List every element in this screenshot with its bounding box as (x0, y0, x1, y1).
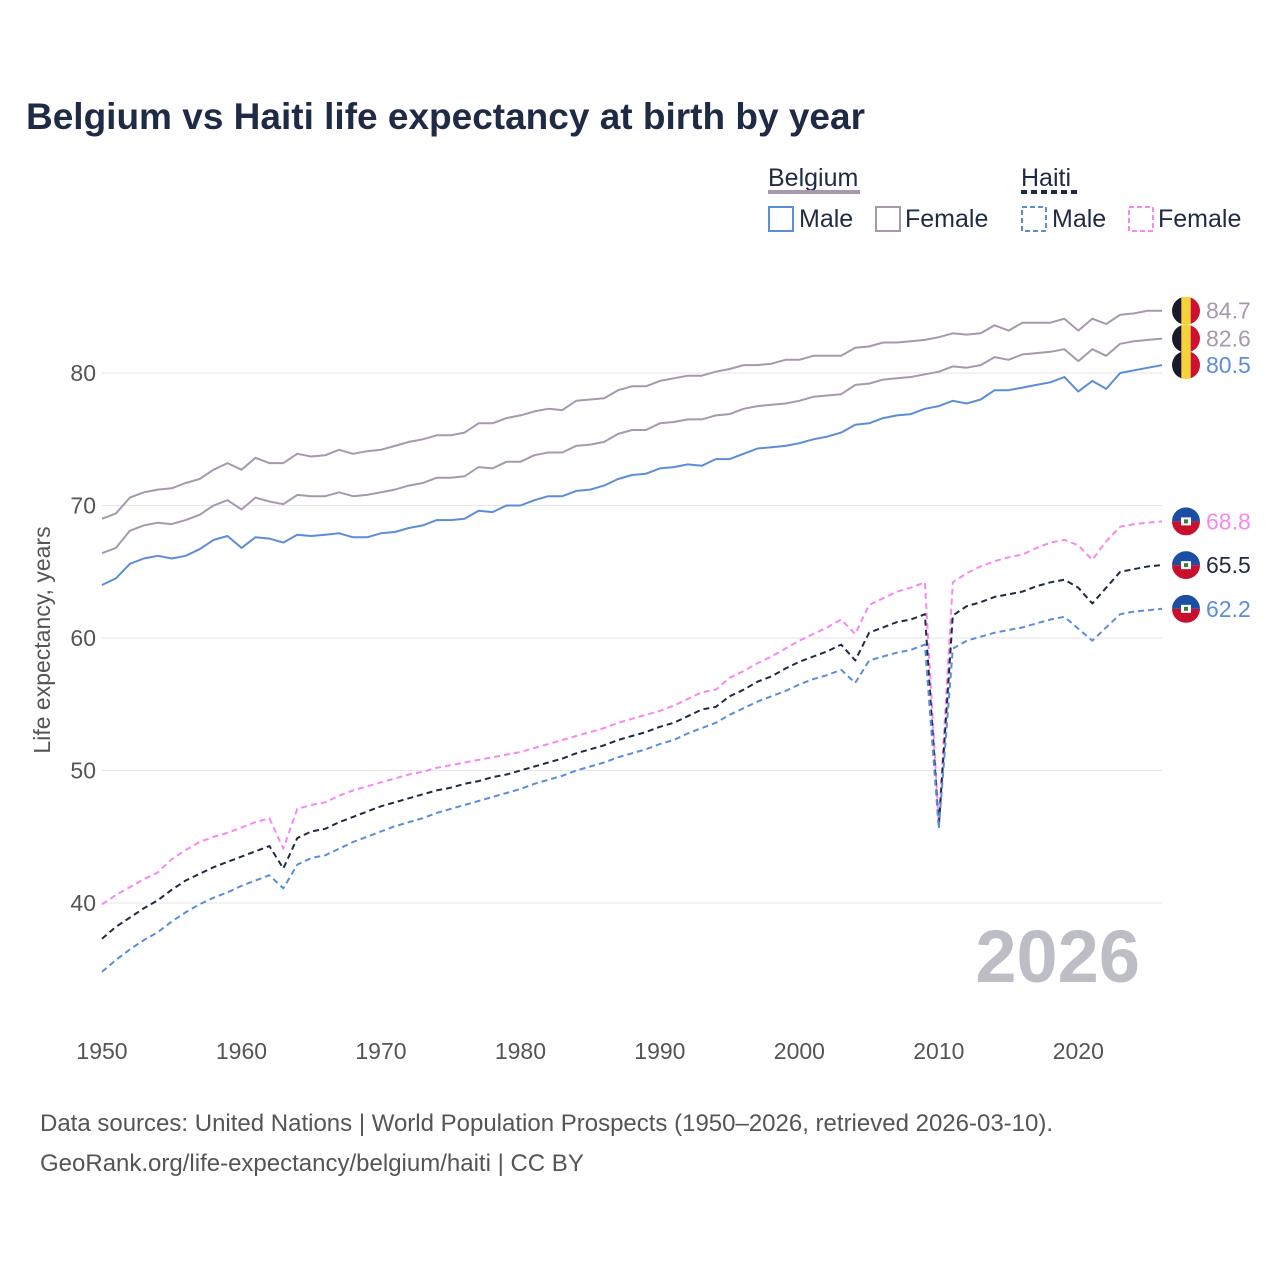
end-marker-haiti-female: 68.8 (1172, 507, 1251, 536)
legend-belgium-female-swatch (875, 206, 901, 232)
legend: Belgium Male Female Haiti Male Female (768, 164, 1241, 233)
end-marker-haiti-total: 65.5 (1172, 551, 1251, 580)
end-markers: 84.782.680.5 68.8 65.5 62.2 (1172, 296, 1251, 623)
series-belgium-female (101, 309, 1162, 520)
y-tick-80: 80 (70, 360, 96, 386)
haiti-flag-icon (1172, 551, 1200, 580)
series-haiti-male (101, 607, 1163, 973)
end-label-belgium-female: 84.7 (1206, 298, 1251, 324)
footer-credit: GeoRank.org/life-expectancy/belgium/hait… (40, 1150, 584, 1177)
y-tick-60: 60 (70, 625, 96, 651)
haiti-flag-icon (1172, 594, 1200, 623)
series-haiti-total (101, 564, 1163, 940)
legend-haiti-male-swatch (1021, 206, 1047, 232)
x-tick-labels: 1950 1960 1970 1980 1990 2000 2010 2020 (76, 1038, 1103, 1064)
series-haiti-female (101, 520, 1163, 906)
chart-title: Belgium vs Haiti life expectancy at birt… (26, 96, 865, 137)
y-axis-label: Life expectancy, years (29, 526, 55, 753)
x-tick-1990: 1990 (634, 1038, 685, 1064)
series-belgium-total (101, 337, 1163, 555)
legend-belgium-female-label: Female (905, 205, 988, 233)
current-year-watermark: 2026 (975, 915, 1140, 998)
legend-haiti-female-swatch (1128, 206, 1154, 232)
belgium-flag-icon (1172, 296, 1200, 325)
legend-belgium-male-label: Male (799, 205, 853, 233)
legend-belgium-bar (768, 190, 860, 194)
legend-haiti-male-label: Male (1052, 205, 1106, 233)
end-label-haiti-female: 68.8 (1206, 508, 1251, 534)
end-label-haiti-male: 62.2 (1206, 596, 1251, 622)
x-tick-1950: 1950 (76, 1038, 127, 1064)
end-marker-haiti-male: 62.2 (1172, 594, 1251, 623)
end-label-haiti-total: 65.5 (1206, 552, 1251, 578)
legend-group-belgium: Belgium (768, 164, 858, 192)
y-gridlines (102, 372, 1162, 904)
series-belgium-male (101, 364, 1163, 586)
footer-source: Data sources: United Nations | World Pop… (40, 1110, 1053, 1137)
belgium-flag-icon (1172, 351, 1200, 380)
y-tick-50: 50 (70, 758, 96, 784)
belgium-flag-icon (1172, 324, 1200, 353)
legend-belgium-male-swatch (768, 206, 794, 232)
x-tick-1970: 1970 (355, 1038, 406, 1064)
end-label-belgium-male: 80.5 (1206, 352, 1251, 378)
haiti-flag-icon (1172, 507, 1200, 536)
y-tick-40: 40 (70, 890, 96, 916)
y-tick-labels: 40 50 60 70 80 (70, 360, 96, 916)
end-marker-belgium-total: 82.6 (1172, 324, 1251, 353)
end-marker-belgium-female: 84.7 (1172, 296, 1251, 325)
legend-haiti-female-label: Female (1158, 205, 1241, 233)
x-tick-2020: 2020 (1053, 1038, 1104, 1064)
y-tick-70: 70 (70, 493, 96, 519)
x-tick-1980: 1980 (495, 1038, 546, 1064)
legend-group-haiti: Haiti (1021, 164, 1071, 192)
x-tick-2000: 2000 (774, 1038, 825, 1064)
end-label-belgium-total: 82.6 (1206, 326, 1251, 352)
end-marker-belgium-male: 80.5 (1172, 351, 1251, 380)
series-lines (101, 309, 1163, 973)
x-tick-1960: 1960 (216, 1038, 267, 1064)
x-tick-2010: 2010 (913, 1038, 964, 1064)
